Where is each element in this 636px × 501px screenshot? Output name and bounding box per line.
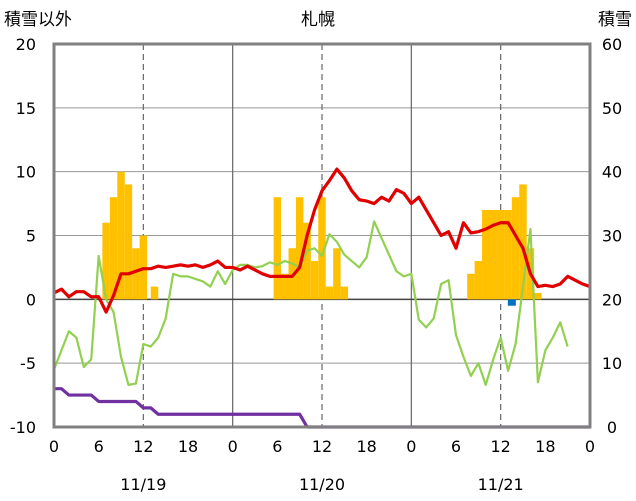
precipitation-bar	[295, 197, 304, 300]
precipitation-bar	[310, 261, 319, 300]
left-tick-label: 0	[26, 290, 36, 309]
precipitation-bar	[519, 184, 527, 300]
precipitation-bar	[340, 286, 349, 300]
precipitation-bar	[534, 292, 542, 300]
wind-speed-line	[52, 220, 569, 386]
precipitation-bar	[117, 171, 125, 300]
precipitation-bar	[325, 286, 334, 300]
precipitation-bar	[482, 209, 490, 300]
precipitation-bar	[489, 209, 497, 300]
right-axis-label: 積雪	[598, 10, 632, 30]
right-tick-label: 50	[602, 99, 622, 118]
sea-level-pressure-line	[54, 387, 590, 429]
x-tick-label: 12	[490, 437, 510, 456]
precipitation-bar	[124, 184, 133, 300]
date-label: 11/20	[299, 475, 345, 494]
precipitation-bar	[504, 209, 512, 300]
date-label: 11/21	[478, 475, 524, 494]
x-tick-label: 0	[49, 437, 59, 456]
precipitation-bar	[102, 222, 110, 300]
left-axis-label: 積雪以外	[4, 10, 72, 30]
left-tick-label: 20	[16, 35, 36, 54]
right-tick-label: 60	[602, 35, 622, 54]
temperature-line	[53, 167, 591, 314]
precipitation-bar	[281, 273, 289, 300]
x-tick-label: 0	[585, 437, 595, 456]
precipitation-bar	[496, 209, 505, 300]
right-tick-label: 10	[602, 354, 622, 373]
x-tick-label: 0	[228, 437, 238, 456]
series-lines	[52, 167, 591, 429]
precipitation-bar	[288, 248, 296, 300]
right-tick-label: 20	[602, 290, 622, 309]
x-tick-label: 18	[356, 437, 376, 456]
x-tick-label: 18	[535, 437, 555, 456]
plot-frame	[52, 42, 592, 429]
left-tick-label: -5	[20, 354, 36, 373]
precipitation-bar	[132, 248, 140, 300]
precipitation-bar	[109, 197, 118, 300]
x-tick-label: 12	[133, 437, 153, 456]
precipitation-bar	[333, 248, 341, 300]
snow-depth-bar	[507, 299, 516, 306]
precipitation-bar	[511, 197, 520, 300]
x-tick-label: 12	[312, 437, 332, 456]
precipitation-bar	[273, 197, 282, 300]
chart-title: 札幌	[301, 10, 335, 30]
x-tick-label: 6	[451, 437, 461, 456]
left-tick-label: 5	[26, 227, 36, 246]
precipitation-bar	[318, 197, 326, 300]
x-tick-label: 0	[406, 437, 416, 456]
left-tick-label: 10	[16, 163, 36, 182]
date-label: 11/19	[120, 475, 166, 494]
x-tick-label: 6	[272, 437, 282, 456]
axes	[52, 42, 592, 429]
left-tick-label: 15	[16, 99, 36, 118]
left-tick-label: -10	[10, 418, 36, 437]
x-tick-label: 18	[178, 437, 198, 456]
precipitation-bar	[467, 273, 475, 300]
precipitation-bar	[474, 261, 483, 300]
right-tick-label: 30	[602, 227, 622, 246]
precipitation-bar	[150, 286, 159, 300]
right-tick-label: 40	[602, 163, 622, 182]
right-tick-label: 0	[607, 418, 617, 437]
precipitation-bar	[303, 222, 311, 300]
x-tick-label: 6	[94, 437, 104, 456]
